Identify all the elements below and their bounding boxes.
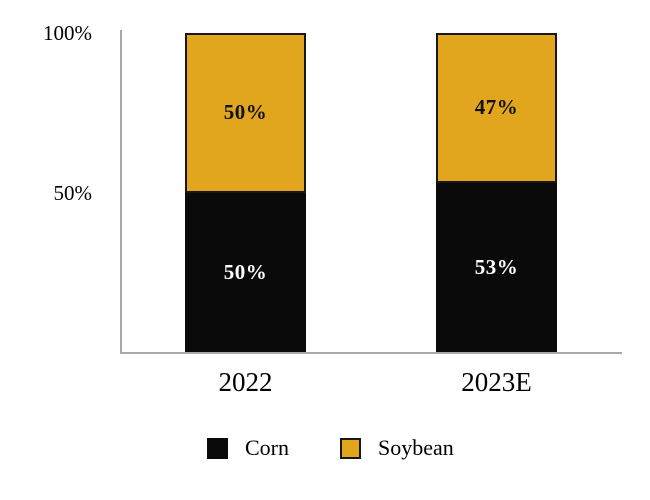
x-axis-category-label: 2023E [461, 367, 532, 397]
bar-segment-soybean-2023e: 47% [436, 33, 557, 183]
bar-segment-value-label: 47% [474, 95, 519, 120]
y-axis-tick-label: 100% [43, 21, 92, 45]
legend-color-swatch-corn [207, 437, 228, 459]
y-axis-line [120, 30, 122, 354]
legend-item-soybean: Soybean [340, 437, 454, 459]
legend-color-swatch-soybean [340, 437, 361, 459]
legend-label: Soybean [378, 435, 454, 460]
bar-segment-value-label: 50% [223, 100, 268, 125]
legend-label: Corn [245, 435, 289, 460]
bar-segment-soybean-2022: 50% [185, 33, 306, 193]
x-axis-category-label: 2022 [218, 367, 273, 397]
bar-segment-corn-2023e: 53% [436, 182, 557, 352]
bar-segment-value-label: 53% [474, 254, 519, 279]
legend-item-corn: Corn [207, 437, 289, 459]
x-axis-line [120, 352, 622, 354]
bar-segment-value-label: 50% [223, 259, 268, 284]
bar-segment-corn-2022: 50% [185, 192, 306, 352]
y-axis-tick-label: 50% [53, 180, 93, 205]
